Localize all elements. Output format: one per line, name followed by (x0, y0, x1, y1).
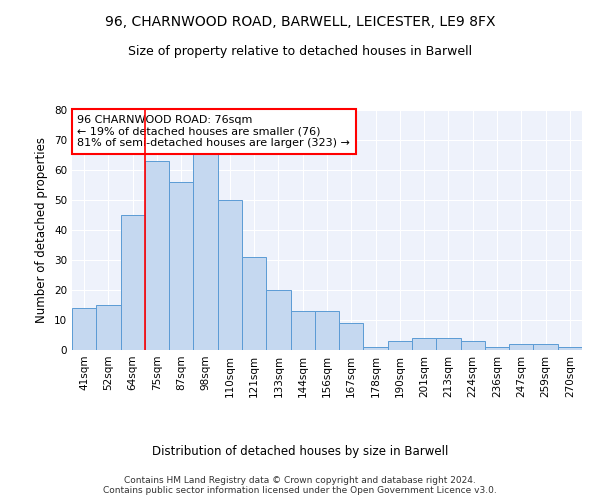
Text: 96 CHARNWOOD ROAD: 76sqm
← 19% of detached houses are smaller (76)
81% of semi-d: 96 CHARNWOOD ROAD: 76sqm ← 19% of detach… (77, 115, 350, 148)
Text: 96, CHARNWOOD ROAD, BARWELL, LEICESTER, LE9 8FX: 96, CHARNWOOD ROAD, BARWELL, LEICESTER, … (105, 15, 495, 29)
Bar (72, 308, 96, 350)
Bar (121, 215, 145, 350)
Y-axis label: Number of detached properties: Number of detached properties (35, 137, 49, 323)
Bar (558, 347, 582, 350)
Bar (218, 200, 242, 350)
Bar (509, 344, 533, 350)
Text: Size of property relative to detached houses in Barwell: Size of property relative to detached ho… (128, 45, 472, 58)
Bar (315, 311, 339, 350)
Bar (339, 323, 364, 350)
Bar (364, 347, 388, 350)
Bar (145, 161, 169, 350)
Bar (96, 305, 121, 350)
Bar (412, 338, 436, 350)
Bar (266, 290, 290, 350)
Text: Contains HM Land Registry data © Crown copyright and database right 2024.
Contai: Contains HM Land Registry data © Crown c… (103, 476, 497, 495)
Text: Distribution of detached houses by size in Barwell: Distribution of detached houses by size … (152, 444, 448, 458)
Bar (290, 311, 315, 350)
Bar (436, 338, 461, 350)
Bar (193, 149, 218, 350)
Bar (388, 341, 412, 350)
Bar (485, 347, 509, 350)
Bar (169, 182, 193, 350)
Bar (533, 344, 558, 350)
Bar (242, 257, 266, 350)
Bar (461, 341, 485, 350)
